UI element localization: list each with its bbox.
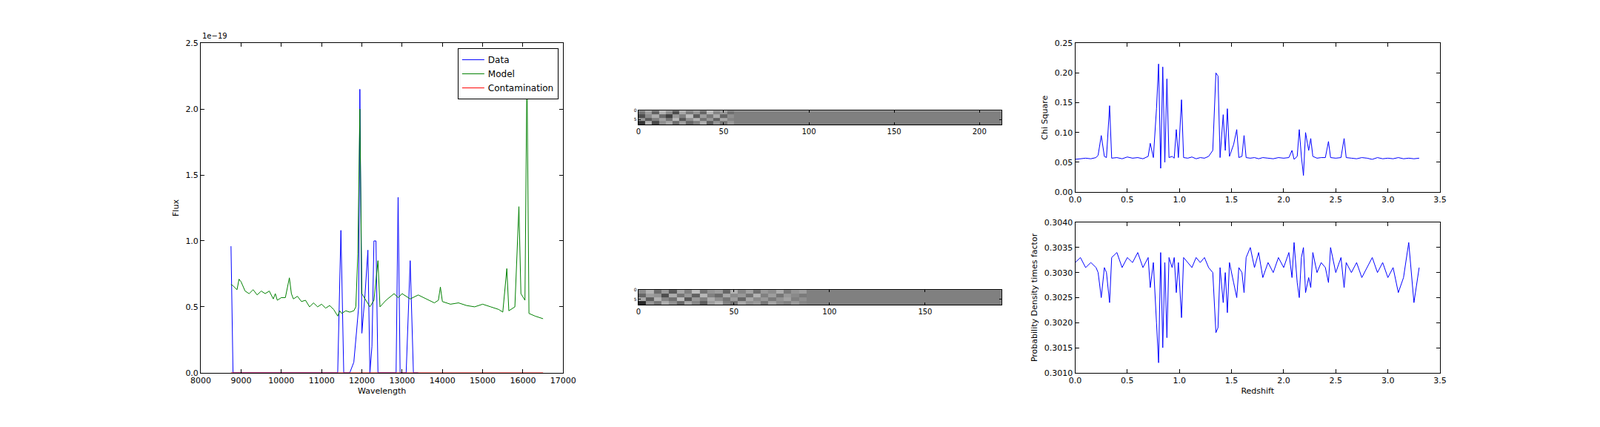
- svg-text:10000: 10000: [268, 375, 295, 386]
- svg-text:Chi Square: Chi Square: [1040, 94, 1050, 140]
- svg-text:0: 0: [636, 307, 641, 316]
- svg-text:0.3015: 0.3015: [1044, 342, 1074, 353]
- svg-text:50: 50: [719, 127, 729, 136]
- svg-text:Probability Density times fact: Probability Density times factor: [1029, 232, 1040, 362]
- svg-text:0.3040: 0.3040: [1044, 217, 1074, 228]
- svg-text:3.5: 3.5: [1433, 194, 1447, 205]
- svg-text:1.5: 1.5: [1225, 375, 1239, 386]
- svg-text:0.3030: 0.3030: [1044, 268, 1074, 278]
- svg-text:0.15: 0.15: [1054, 97, 1074, 108]
- svg-text:2.0: 2.0: [1277, 194, 1291, 205]
- svg-text:100: 100: [822, 307, 837, 316]
- svg-text:0.5: 0.5: [1120, 194, 1135, 205]
- svg-text:0.3035: 0.3035: [1044, 242, 1074, 253]
- svg-text:1.0: 1.0: [1172, 194, 1186, 205]
- svg-text:0.3025: 0.3025: [1044, 292, 1074, 303]
- svg-text:0.0: 0.0: [185, 368, 199, 378]
- svg-text:0.3010: 0.3010: [1044, 368, 1074, 378]
- svg-text:13000: 13000: [388, 375, 415, 386]
- svg-text:1.5: 1.5: [185, 170, 199, 180]
- svg-text:Wavelength: Wavelength: [357, 385, 406, 396]
- svg-text:200: 200: [972, 127, 987, 136]
- svg-text:Contamination: Contamination: [488, 82, 554, 94]
- svg-text:0: 0: [636, 127, 641, 136]
- svg-text:50: 50: [729, 307, 740, 316]
- svg-text:2.5: 2.5: [185, 38, 199, 49]
- svg-text:3.0: 3.0: [1381, 194, 1395, 205]
- svg-text:150: 150: [917, 307, 932, 316]
- svg-text:2.5: 2.5: [1329, 375, 1343, 386]
- svg-text:1.0: 1.0: [1172, 375, 1186, 386]
- svg-text:1.0: 1.0: [185, 236, 199, 246]
- svg-text:0.5: 0.5: [185, 302, 199, 312]
- svg-text:17000: 17000: [550, 375, 577, 386]
- svg-text:0.10: 0.10: [1054, 128, 1074, 138]
- svg-text:0.00: 0.00: [1054, 187, 1074, 198]
- svg-text:16000: 16000: [509, 375, 536, 386]
- svg-text:100: 100: [801, 127, 816, 136]
- svg-text:0.05: 0.05: [1054, 157, 1074, 168]
- svg-text:14000: 14000: [429, 375, 456, 386]
- svg-text:0.25: 0.25: [1054, 38, 1074, 49]
- svg-text:150: 150: [887, 127, 902, 136]
- svg-text:0.3020: 0.3020: [1044, 317, 1074, 328]
- svg-text:11000: 11000: [308, 375, 335, 386]
- svg-text:1.5: 1.5: [1225, 194, 1239, 205]
- svg-text:2.5: 2.5: [1329, 194, 1343, 205]
- svg-text:8000: 8000: [190, 375, 212, 386]
- svg-text:0.20: 0.20: [1054, 68, 1074, 78]
- svg-text:15000: 15000: [469, 375, 496, 386]
- svg-text:Redshift: Redshift: [1240, 385, 1275, 396]
- svg-text:0.5: 0.5: [1120, 375, 1135, 386]
- svg-text:0: 0: [634, 107, 638, 113]
- svg-text:Model: Model: [488, 68, 515, 80]
- svg-text:0: 0: [634, 286, 638, 292]
- svg-text:3.0: 3.0: [1381, 375, 1395, 386]
- svg-text:3.5: 3.5: [1433, 375, 1447, 386]
- svg-text:5: 5: [634, 296, 638, 302]
- svg-text:5: 5: [634, 116, 638, 122]
- svg-text:0.0: 0.0: [1068, 375, 1083, 386]
- svg-text:12000: 12000: [348, 375, 375, 386]
- svg-text:0.0: 0.0: [1068, 194, 1083, 205]
- svg-text:1e−19: 1e−19: [202, 31, 228, 40]
- svg-text:2.0: 2.0: [1277, 375, 1291, 386]
- svg-text:9000: 9000: [230, 375, 252, 386]
- svg-text:2.0: 2.0: [185, 104, 199, 115]
- svg-text:Data: Data: [488, 54, 510, 66]
- svg-text:Flux: Flux: [171, 199, 181, 217]
